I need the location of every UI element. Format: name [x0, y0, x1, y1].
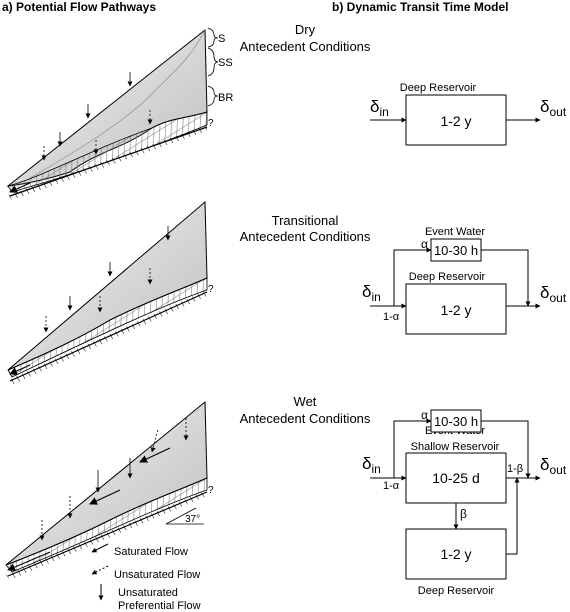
layer-br-label: BR — [218, 92, 233, 104]
delta-out: δout — [540, 455, 567, 477]
deep-reservoir-time: 1-2 y — [440, 546, 471, 562]
event-water-out-arrow — [481, 420, 531, 479]
slope-angle-line — [165, 507, 197, 525]
hillslope-transitional — [7, 200, 208, 385]
legend: Saturated Flow Unsaturated Flow Unsatura… — [91, 543, 201, 612]
condition-dry-line2: Antecedent Conditions — [240, 39, 371, 54]
delta-in: δin — [362, 282, 381, 304]
legend-preferential-label-2: Preferential Flow — [118, 600, 201, 612]
deep-reservoir-box — [405, 94, 507, 146]
legend-saturated-label: Saturated Flow — [114, 546, 188, 558]
one-minus-beta-label: 1-β — [507, 463, 523, 475]
delta-out: δout — [540, 97, 567, 119]
delta-in: δin — [370, 97, 389, 119]
brace-ss — [207, 47, 219, 77]
event-water-out-arrow — [481, 249, 531, 307]
event-water-time: 10-30 h — [434, 243, 478, 258]
hillslope-dry — [6, 28, 208, 200]
beta-label: β — [460, 507, 467, 521]
model-wet: Event Water 10-30 h Shallow Reservoir 10… — [362, 408, 567, 597]
brace-s — [207, 27, 219, 48]
condition-wet-line1: Wet — [294, 394, 317, 409]
one-minus-alpha-label: 1-α — [383, 311, 400, 323]
delta-in: δin — [362, 454, 381, 476]
unknown-depth-3: ? — [208, 485, 214, 496]
deep-out-arrow — [506, 477, 520, 555]
delta-out: δout — [540, 283, 567, 305]
condition-transitional-line1: Transitional — [272, 213, 339, 228]
unknown-depth-2: ? — [208, 284, 214, 295]
shallow-reservoir-time: 10-25 d — [432, 470, 479, 486]
event-water-label: Event Water — [425, 226, 485, 238]
panel-a-title: a) Potential Flow Pathways — [2, 0, 156, 14]
unknown-depth-1: ? — [208, 118, 214, 129]
legend-saturated-icon — [91, 543, 109, 553]
legend-preferential-label-1: Unsaturated — [118, 587, 178, 599]
one-minus-alpha-label: 1-α — [383, 480, 400, 492]
deep-reservoir-box — [405, 528, 507, 580]
layer-ss-label: SS — [218, 57, 233, 69]
shallow-reservoir-label: Shallow Reservoir — [411, 441, 500, 453]
layer-s-label: S — [218, 33, 225, 45]
condition-dry-line1: Dry — [295, 22, 316, 37]
alpha-label: α — [421, 408, 428, 422]
model-dry: Deep Reservoir 1-2 y δin δout — [370, 82, 567, 146]
deep-reservoir-box — [405, 283, 507, 335]
slope-angle-label: 37° — [185, 514, 200, 525]
deep-reservoir-label: Deep Reservoir — [418, 585, 495, 597]
legend-unsaturated-icon — [91, 565, 109, 575]
hillslope-wet — [5, 400, 208, 580]
legend-unsaturated-label: Unsaturated Flow — [114, 569, 200, 581]
alpha-branch-arrow — [393, 418, 432, 478]
condition-wet-line2: Antecedent Conditions — [240, 411, 371, 426]
event-water-time: 10-30 h — [434, 414, 478, 429]
alpha-label: α — [421, 237, 428, 251]
deep-reservoir-time: 1-2 y — [440, 113, 471, 129]
deep-reservoir-label: Deep Reservoir — [400, 82, 477, 94]
alpha-branch-arrow — [393, 247, 432, 306]
deep-reservoir-label: Deep Reservoir — [409, 271, 486, 283]
panel-b-title: b) Dynamic Transit Time Model — [332, 0, 508, 14]
deep-reservoir-time: 1-2 y — [440, 302, 471, 318]
condition-transitional-line2: Antecedent Conditions — [240, 229, 371, 244]
brace-br — [207, 85, 219, 107]
model-transitional: Event Water 10-30 h Deep Reservoir 1-2 y… — [362, 226, 567, 335]
